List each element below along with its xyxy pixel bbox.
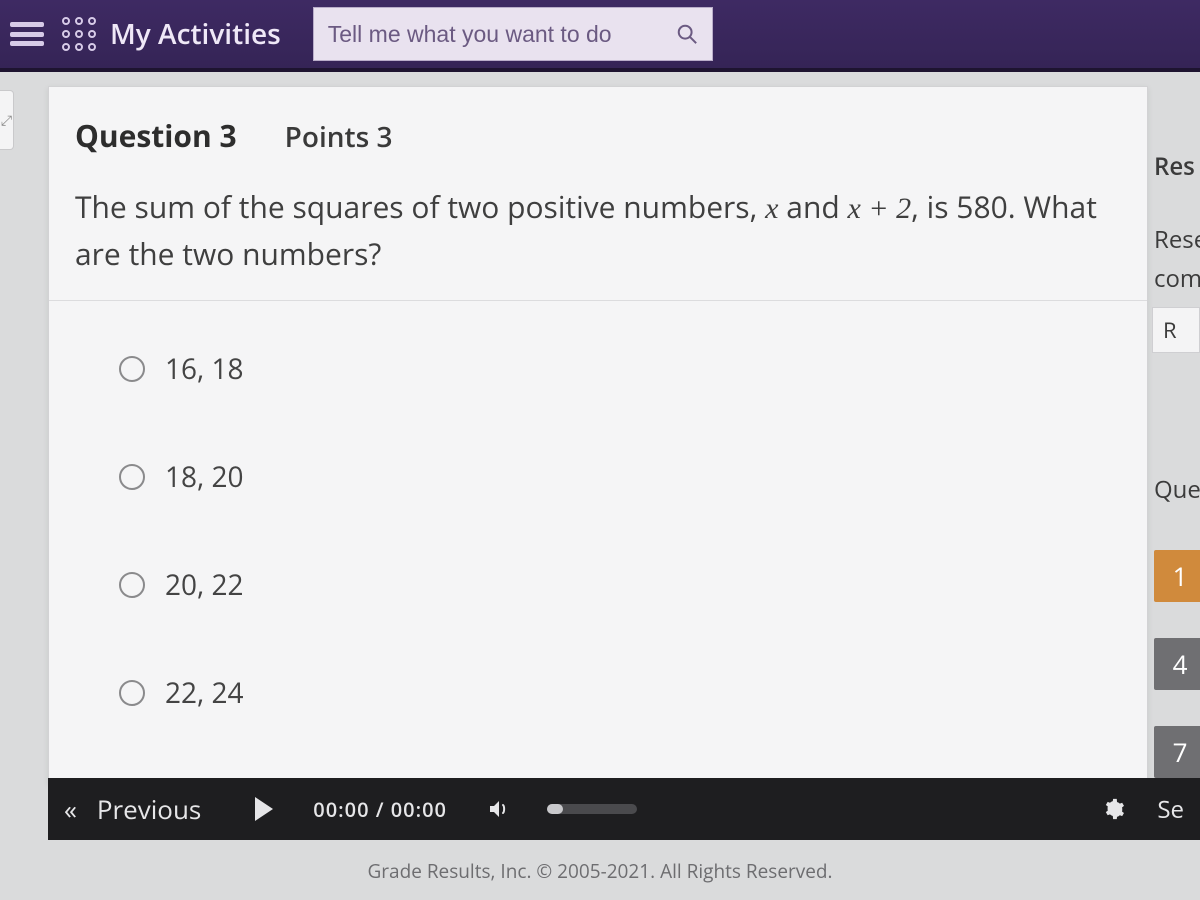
previous-button[interactable]: Previous xyxy=(97,791,201,827)
radio-icon[interactable] xyxy=(119,680,145,706)
answer-text: 20, 22 xyxy=(165,566,244,604)
question-header: Question 3 Points 3 xyxy=(49,87,1147,174)
media-time: 00:00 / 00:00 xyxy=(313,796,447,823)
expand-tab[interactable]: ⤢ xyxy=(0,90,14,150)
prompt-var: x xyxy=(765,192,778,225)
answer-option[interactable]: 18, 20 xyxy=(119,423,1121,531)
answer-option[interactable]: 16, 18 xyxy=(119,315,1121,423)
question-nav-cell[interactable]: 7 xyxy=(1154,726,1200,778)
sidebar-text: com xyxy=(1152,262,1200,295)
footer-bar: « Previous 00:00 / 00:00 Se xyxy=(48,778,1200,840)
gear-icon[interactable] xyxy=(1103,798,1125,820)
answer-options: 16, 18 18, 20 20, 22 22, 24 xyxy=(49,301,1147,783)
prompt-part: and xyxy=(779,186,848,227)
radio-icon[interactable] xyxy=(119,356,145,382)
apps-grid-icon[interactable] xyxy=(62,17,96,51)
menu-icon[interactable] xyxy=(10,20,44,48)
prompt-var: x + 2 xyxy=(848,192,912,225)
prompt-part: The sum of the squares of two positive n… xyxy=(75,186,765,227)
question-prompt: The sum of the squares of two positive n… xyxy=(49,174,1147,301)
search-box[interactable] xyxy=(313,7,713,61)
volume-icon[interactable] xyxy=(487,797,511,821)
question-nav: 1 4 7 xyxy=(1152,550,1200,778)
chevron-left-icon[interactable]: « xyxy=(64,791,71,827)
brand-title: My Activities xyxy=(110,15,281,53)
answer-text: 16, 18 xyxy=(165,350,244,388)
radio-icon[interactable] xyxy=(119,464,145,490)
copyright: Grade Results, Inc. © 2005-2021. All Rig… xyxy=(0,858,1200,884)
sidebar-subtitle: Quest xyxy=(1152,473,1200,506)
expand-icon: ⤢ xyxy=(1,111,12,130)
question-card: Question 3 Points 3 The sum of the squar… xyxy=(48,86,1148,784)
search-icon xyxy=(676,23,698,45)
question-nav-cell[interactable]: 4 xyxy=(1154,638,1200,690)
right-sidebar: Res Rese com R Quest 1 4 7 xyxy=(1152,150,1200,778)
question-points: Points 3 xyxy=(285,118,393,156)
question-nav-cell[interactable]: 1 xyxy=(1154,550,1200,602)
answer-option[interactable]: 20, 22 xyxy=(119,531,1121,639)
volume-slider[interactable] xyxy=(547,804,637,814)
sidebar-button[interactable]: R xyxy=(1152,307,1200,353)
radio-icon[interactable] xyxy=(119,572,145,598)
play-icon[interactable] xyxy=(255,797,273,821)
answer-option[interactable]: 22, 24 xyxy=(119,639,1121,747)
top-bar: My Activities xyxy=(0,0,1200,72)
question-number: Question 3 xyxy=(75,115,237,156)
sidebar-text: Rese xyxy=(1152,223,1200,256)
answer-text: 18, 20 xyxy=(165,458,244,496)
search-input[interactable] xyxy=(328,21,664,48)
sidebar-button-label: R xyxy=(1163,315,1177,345)
sidebar-title: Res xyxy=(1152,150,1200,183)
settings-label[interactable]: Se xyxy=(1157,793,1184,826)
answer-text: 22, 24 xyxy=(165,674,244,712)
